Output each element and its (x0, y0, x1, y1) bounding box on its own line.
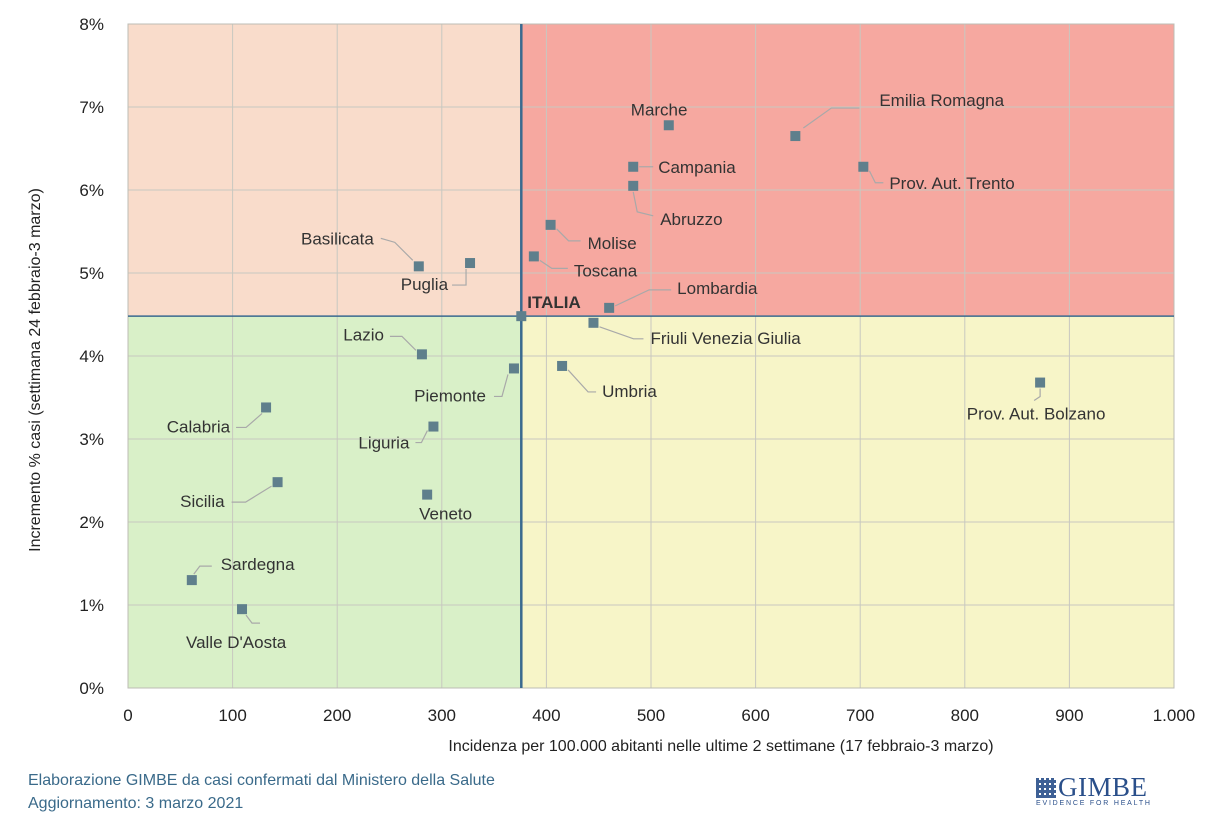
x-axis-title: Incidenza per 100.000 abitanti nelle ult… (448, 738, 993, 755)
y-tick-label: 5% (79, 264, 104, 283)
logo-grid-icon (1036, 778, 1056, 798)
point-veneto (422, 489, 433, 500)
leader-line-prov-aut-trento (868, 170, 884, 184)
point-label-valle-d-aosta: Valle D'Aosta (186, 633, 287, 652)
point-label-sardegna: Sardegna (221, 555, 295, 574)
point-abruzzo (628, 180, 639, 191)
footer-source: Elaborazione GIMBE da casi confermati da… (28, 772, 495, 789)
quadrant-bottom-right (521, 316, 1174, 688)
x-tick-label: 600 (741, 706, 769, 725)
point-prov-aut-bolzano (1035, 377, 1046, 388)
point-label-abruzzo: Abruzzo (660, 210, 722, 229)
x-tick-label: 100 (218, 706, 246, 725)
point-label-prov-aut-bolzano: Prov. Aut. Bolzano (967, 405, 1106, 424)
y-tick-label: 4% (79, 347, 104, 366)
point-label-marche: Marche (631, 100, 688, 119)
italia-label: ITALIA (527, 293, 581, 312)
point-label-molise: Molise (588, 234, 637, 253)
footer-update: Aggiornamento: 3 marzo 2021 (28, 795, 244, 812)
point-toscana (528, 251, 539, 262)
point-label-umbria: Umbria (602, 382, 657, 401)
leader-line-lombardia (614, 289, 672, 307)
plot-border (127, 23, 1175, 689)
point-molise (545, 219, 556, 230)
x-tick-label: 0 (123, 706, 132, 725)
point-label-basilicata: Basilicata (301, 229, 374, 248)
point-label-emilia-romagna: Emilia Romagna (879, 91, 1004, 110)
logo-text: GIMBE (1058, 772, 1148, 802)
point-calabria (261, 402, 272, 413)
logo-subtitle: EVIDENCE FOR HEALTH (1036, 800, 1152, 807)
point-piemonte (508, 363, 519, 374)
leader-line-abruzzo (632, 191, 654, 217)
leader-line-sardegna (193, 565, 212, 575)
quadrant-top-left (128, 24, 522, 317)
point-campania (628, 161, 639, 172)
point-puglia (465, 258, 476, 269)
leader-line-calabria (236, 413, 263, 429)
point-label-lazio: Lazio (343, 325, 384, 344)
point-sardegna (186, 575, 197, 586)
x-tick-label: 700 (846, 706, 874, 725)
point-label-toscana: Toscana (574, 261, 638, 280)
point-label-liguria: Liguria (358, 434, 410, 453)
leader-line-piemonte (493, 374, 509, 398)
point-emilia-romagna (790, 131, 801, 142)
x-tick-label: 900 (1055, 706, 1083, 725)
point-label-sicilia: Sicilia (180, 492, 225, 511)
leader-line-valle-d-aosta (245, 614, 261, 624)
leader-line-liguria (415, 430, 428, 444)
x-tick-label: 1.000 (1153, 706, 1196, 725)
leader-line-umbria (567, 369, 597, 393)
point-lazio (416, 349, 427, 360)
x-tick-label: 200 (323, 706, 351, 725)
leader-line-toscana (539, 259, 568, 269)
point-umbria (557, 360, 568, 371)
x-tick-label: 400 (532, 706, 560, 725)
leader-line-friuli-venezia-giulia (599, 326, 644, 340)
y-tick-label: 7% (79, 98, 104, 117)
leader-line-molise (556, 228, 581, 242)
point-sicilia (272, 477, 283, 488)
leader-line-puglia (452, 269, 467, 286)
point-basilicata (413, 261, 424, 272)
italia-marker (516, 311, 527, 322)
x-tick-label: 300 (428, 706, 456, 725)
point-valle-d-aosta (237, 604, 248, 615)
leader-line-basilicata (380, 237, 414, 261)
leader-line-prov-aut-bolzano (1033, 388, 1041, 402)
y-tick-label: 0% (79, 679, 104, 698)
y-tick-label: 3% (79, 430, 104, 449)
point-marche (663, 120, 674, 131)
point-label-piemonte: Piemonte (414, 386, 486, 405)
point-label-calabria: Calabria (167, 417, 231, 436)
gimbe-logo: GIMBE EVIDENCE FOR HEALTH (1036, 772, 1176, 810)
quadrant-bottom-left (128, 316, 522, 688)
point-friuli-venezia-giulia (588, 317, 599, 328)
point-label-friuli-venezia-giulia: Friuli Venezia Giulia (650, 329, 801, 348)
point-lombardia (604, 302, 615, 313)
leader-line-sicilia (231, 485, 272, 503)
point-label-puglia: Puglia (401, 275, 449, 294)
y-tick-label: 1% (79, 596, 104, 615)
point-prov-aut-trento (858, 161, 869, 172)
point-label-veneto: Veneto (419, 505, 472, 524)
x-tick-label: 500 (637, 706, 665, 725)
point-label-lombardia: Lombardia (677, 279, 758, 298)
point-label-campania: Campania (658, 158, 736, 177)
leader-line-emilia-romagna (802, 107, 860, 129)
point-label-prov-aut-trento: Prov. Aut. Trento (889, 174, 1014, 193)
y-tick-label: 8% (79, 15, 104, 34)
leader-line-lazio (389, 335, 417, 351)
y-tick-label: 6% (79, 181, 104, 200)
y-axis-title: Incremento % casi (settimana 24 febbraio… (27, 188, 44, 552)
x-tick-label: 800 (951, 706, 979, 725)
y-tick-label: 2% (79, 513, 104, 532)
point-liguria (428, 421, 439, 432)
